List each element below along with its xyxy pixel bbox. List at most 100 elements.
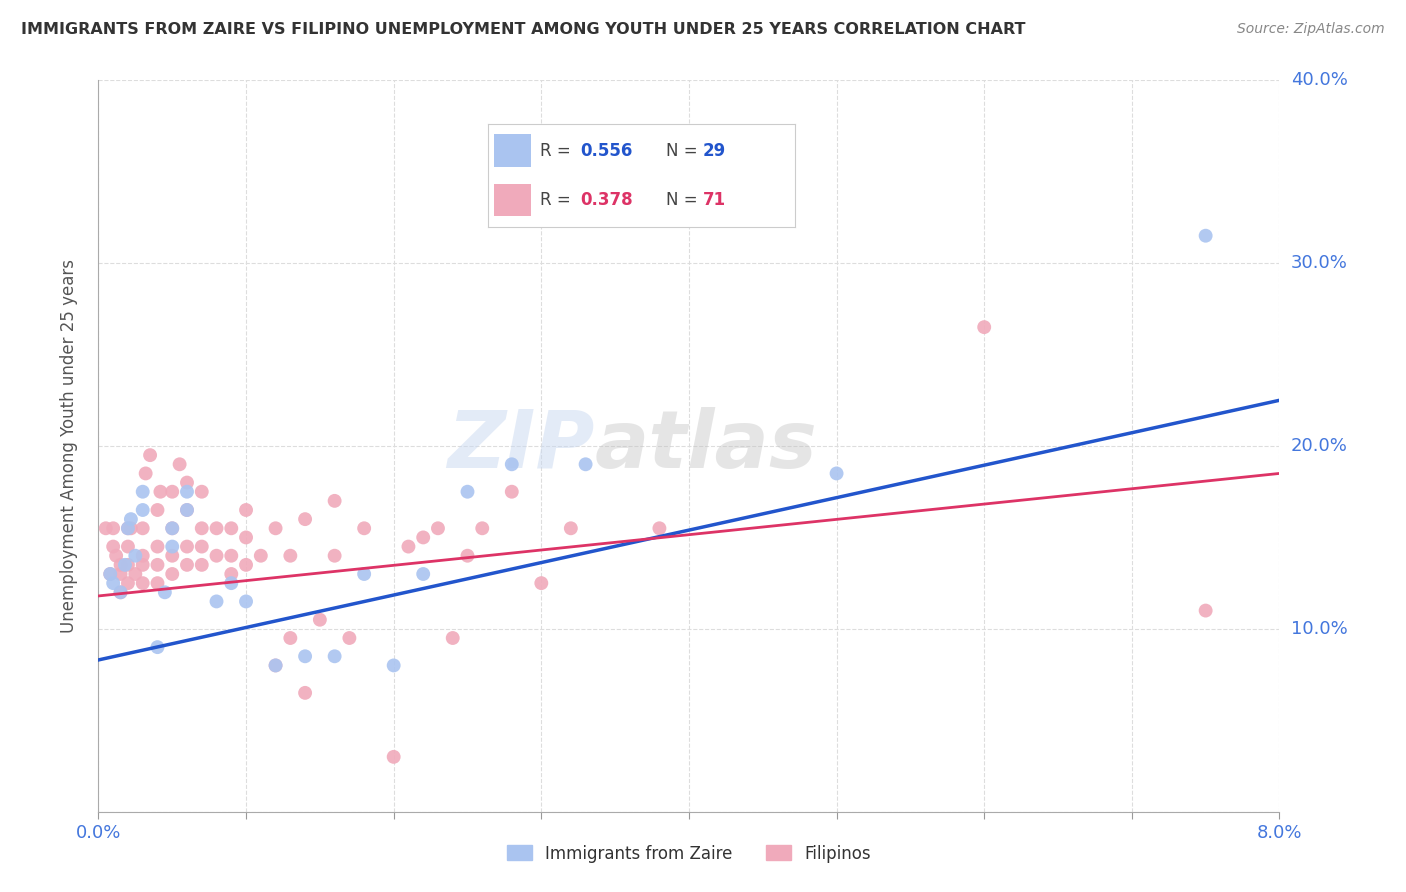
Point [135,467,157,481]
Point [146,558,169,572]
Point [176,475,198,490]
Point [191,540,214,554]
Point [117,521,139,535]
Text: 29: 29 [703,142,727,160]
Text: 0.556: 0.556 [581,142,633,160]
Text: 71: 71 [703,191,727,209]
Point [353,567,375,582]
Text: IMMIGRANTS FROM ZAIRE VS FILIPINO UNEMPLOYMENT AMONG YOUTH UNDER 25 YEARS CORREL: IMMIGRANTS FROM ZAIRE VS FILIPINO UNEMPL… [21,22,1025,37]
Point [294,649,316,664]
Point [103,576,124,591]
Point [501,484,523,499]
Point [132,558,155,572]
Text: N =: N = [666,191,703,209]
Point [353,521,375,535]
Point [117,576,139,591]
Point [973,320,995,334]
Point [176,503,198,517]
Point [456,484,478,499]
Point [139,448,162,462]
Text: 30.0%: 30.0% [1291,254,1347,272]
Text: 40.0%: 40.0% [1291,71,1347,89]
Point [117,521,139,535]
Point [426,521,449,535]
Point [94,521,117,535]
Point [825,467,848,481]
Point [574,458,596,472]
Legend: Immigrants from Zaire, Filipinos: Immigrants from Zaire, Filipinos [501,838,877,869]
Point [1194,228,1216,243]
Point [132,549,155,563]
Text: R =: R = [540,191,576,209]
Point [471,521,494,535]
Point [441,631,464,645]
Point [501,458,523,472]
Point [264,658,287,673]
Point [294,686,316,700]
Text: Source: ZipAtlas.com: Source: ZipAtlas.com [1237,22,1385,37]
Point [114,558,136,572]
Y-axis label: Unemployment Among Youth under 25 years: Unemployment Among Youth under 25 years [59,259,77,633]
Point [176,503,198,517]
Point [219,576,242,591]
Point [412,530,434,544]
Point [382,749,405,764]
Text: atlas: atlas [595,407,817,485]
Point [191,558,214,572]
Point [146,576,169,591]
Point [124,549,146,563]
Point [219,549,242,563]
Point [110,558,132,572]
Point [110,567,132,582]
Point [162,484,183,499]
Point [98,567,121,582]
Point [412,567,434,582]
Text: 10.0%: 10.0% [1291,620,1347,638]
Point [103,521,124,535]
Point [235,558,257,572]
Text: ZIP: ZIP [447,407,595,485]
Point [191,521,214,535]
Point [456,549,478,563]
Point [337,631,360,645]
Point [278,631,301,645]
Point [205,549,228,563]
Text: R =: R = [540,142,576,160]
Point [205,594,228,608]
Point [235,503,257,517]
Point [382,658,405,673]
Text: 0.378: 0.378 [581,191,633,209]
Point [560,521,582,535]
Point [132,521,155,535]
Point [1194,603,1216,617]
Point [98,567,121,582]
Point [235,530,257,544]
Point [235,594,257,608]
Point [250,549,273,563]
Point [176,540,198,554]
Point [103,540,124,554]
Point [219,567,242,582]
Point [132,503,155,517]
Point [105,549,128,563]
Bar [495,135,531,167]
Text: 20.0%: 20.0% [1291,437,1347,455]
Point [323,549,346,563]
Point [396,540,419,554]
Point [120,521,142,535]
Point [648,521,671,535]
Point [162,521,183,535]
Point [205,521,228,535]
Point [146,503,169,517]
Text: N =: N = [666,142,703,160]
Point [278,549,301,563]
Point [264,658,287,673]
Point [162,521,183,535]
Point [162,567,183,582]
Point [146,540,169,554]
Point [264,521,287,535]
Point [120,512,142,526]
Point [146,640,169,655]
Point [117,540,139,554]
Bar [495,184,531,217]
